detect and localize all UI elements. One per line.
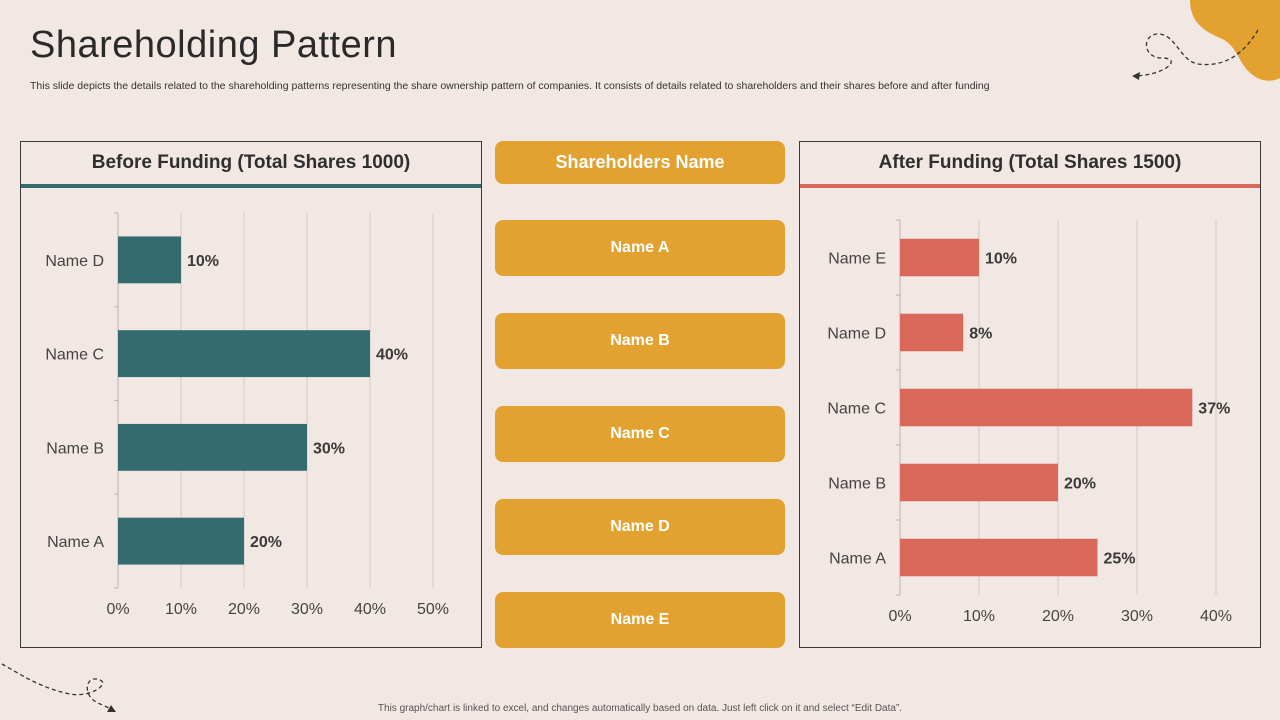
before-category-label: Name A [47,534,104,551]
after-funding-title: After Funding (Total Shares 1500) [800,142,1260,188]
after-category-label: Name B [828,476,886,493]
before-value-label: 40% [376,347,408,364]
before-x-tick-label: 0% [106,601,129,618]
before-x-tick-label: 20% [228,601,260,618]
after-value-label: 10% [985,251,1017,268]
after-bar [900,538,1098,577]
after-value-label: 37% [1198,401,1230,418]
dashed-arrow-decoration-top [1132,29,1259,80]
after-x-tick-label: 40% [1200,608,1232,625]
after-funding-panel: After Funding (Total Shares 1500) 0% 10% 2… [799,141,1261,648]
shareholder-name-b: Name B [495,313,785,369]
before-category-label: Name B [46,440,104,457]
before-funding-title: Before Funding (Total Shares 1000) [21,142,481,188]
after-x-tick-label: 10% [963,608,995,625]
shareholder-name-e: Name E [495,592,785,648]
before-x-tick-label: 50% [417,601,449,618]
before-value-label: 10% [187,253,219,270]
after-bar [900,388,1193,427]
before-bar [118,236,181,284]
before-category-label: Name D [45,253,104,270]
before-bar [118,423,307,471]
after-bar [900,238,979,277]
after-value-label: 8% [969,326,992,343]
after-value-label: 20% [1064,476,1096,493]
after-category-label: Name E [828,251,886,268]
after-x-tick-label: 0% [888,608,911,625]
after-bar [900,463,1058,502]
before-bar [118,330,370,378]
before-category-label: Name C [45,347,104,364]
corner-blob-decoration [1190,0,1280,81]
after-category-label: Name C [827,401,886,418]
dashed-arrow-decoration-bottom [1,663,116,712]
before-value-label: 20% [250,534,282,551]
shareholder-name-a: Name A [495,220,785,276]
after-x-tick-label: 20% [1042,608,1074,625]
before-funding-chart: 0% 10% 20% 30% 40% 50% Name D 10% Name C 40% Name … [45,212,449,618]
page-title: Shareholding Pattern [30,24,398,66]
shareholders-name-header: Shareholders Name [495,141,785,184]
after-category-label: Name D [827,326,886,343]
shareholder-name-d: Name D [495,499,785,555]
after-x-tick-label: 30% [1121,608,1153,625]
shareholder-name-c: Name C [495,406,785,462]
after-funding-chart: 0% 10% 20% 30% 40% Name E 10% Name D 8% Name C 37%… [827,219,1232,625]
after-value-label: 25% [1104,551,1136,568]
before-x-tick-label: 30% [291,601,323,618]
footer-note: This graph/chart is linked to excel, and… [377,703,903,714]
before-x-tick-label: 10% [165,601,197,618]
before-value-label: 30% [313,440,345,457]
before-bar [118,517,244,565]
after-bar [900,313,964,352]
page-subtitle: This slide depicts the details related t… [30,80,990,92]
after-category-label: Name A [829,551,886,568]
before-funding-panel: Before Funding (Total Shares 1000) 0% 10%… [20,141,482,648]
before-x-tick-label: 40% [354,601,386,618]
